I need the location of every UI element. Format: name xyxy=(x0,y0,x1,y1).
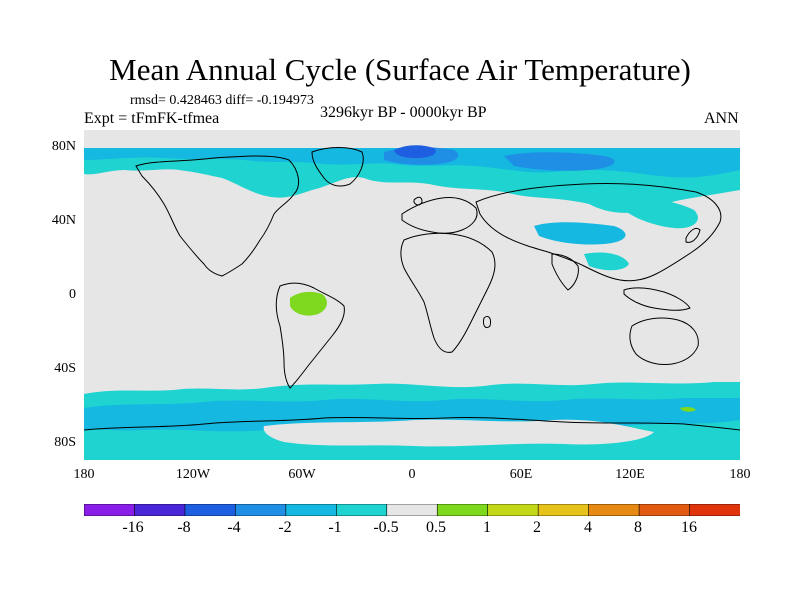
lat-label-80s: 80S xyxy=(54,435,76,450)
colorbar-label: 1 xyxy=(483,519,491,536)
stats-text: rmsd= 0.428463 diff= -0.194973 xyxy=(130,93,314,108)
lat-label-40n: 40N xyxy=(51,213,76,228)
lon-label-60w: 60W xyxy=(288,467,316,482)
colorbar-swatch xyxy=(336,504,388,516)
colorbar-swatch xyxy=(638,504,691,516)
colorbar-label: -8 xyxy=(177,519,191,536)
coastlines xyxy=(84,147,740,431)
colorbar-label: -4 xyxy=(227,519,241,536)
arctic-deep xyxy=(394,145,436,158)
lon-label-120w: 120W xyxy=(175,467,211,482)
temperature-map xyxy=(84,130,740,460)
australia-coast xyxy=(629,317,699,365)
chart-title: Mean Annual Cycle (Surface Air Temperatu… xyxy=(109,52,691,87)
antarctic-neutral xyxy=(263,419,654,447)
colorbar-label: -16 xyxy=(122,519,144,536)
lat-label-eq: 0 xyxy=(69,287,76,302)
colorbar-swatch xyxy=(285,504,338,516)
amazon-warm xyxy=(290,291,327,316)
colorbar-swatch xyxy=(386,504,439,516)
colorbar-label: -2 xyxy=(278,519,292,536)
colorbar-swatch xyxy=(487,504,539,516)
colorbar-label: 16 xyxy=(681,519,697,536)
colorbar-swatch xyxy=(84,504,136,516)
colorbar-label: -1 xyxy=(328,519,342,536)
colorbar-label: 4 xyxy=(584,519,592,536)
colorbar-swatch xyxy=(235,504,287,516)
antarctic-warm-spot xyxy=(680,406,696,412)
europe-coast xyxy=(401,197,478,234)
colorbar-label: 0.5 xyxy=(426,519,446,536)
japan-coast xyxy=(685,227,701,243)
lon-label-180e: 180 xyxy=(729,467,751,482)
southeast-asia-islands xyxy=(623,287,691,311)
asia-coast xyxy=(475,182,722,282)
lon-label-60e: 60E xyxy=(509,467,533,482)
colorbar-swatch xyxy=(689,504,740,516)
lon-label-120e: 120E xyxy=(615,467,645,482)
colorbar-swatch xyxy=(184,504,237,516)
asia-patch xyxy=(534,222,626,245)
colorbar-swatch xyxy=(537,504,590,516)
experiment-label: Expt = tFmFK-tfmea xyxy=(84,110,220,127)
colorbar-label: 2 xyxy=(533,519,541,536)
africa-coast xyxy=(400,232,496,353)
colorbar xyxy=(84,504,740,516)
tibet-patch xyxy=(584,252,629,271)
colorbar-swatch xyxy=(436,504,489,516)
lon-label-0: 0 xyxy=(408,467,416,482)
greenland-coast xyxy=(311,147,364,187)
season-label: ANN xyxy=(704,110,739,127)
colorbar-label: -0.5 xyxy=(373,519,399,536)
lon-label-180w: 180 xyxy=(73,467,95,482)
madagascar-coast xyxy=(483,315,491,329)
asia-patch-2 xyxy=(624,198,698,229)
colorbar-label: 8 xyxy=(634,519,642,536)
colorbar-swatch xyxy=(588,504,640,516)
india-coast xyxy=(551,253,579,291)
south-america-coast xyxy=(275,282,345,389)
colorbar-swatch xyxy=(134,504,186,516)
north-america-coast xyxy=(135,155,300,277)
period-label: 3296kyr BP - 0000kyr BP xyxy=(320,104,487,121)
lat-label-40s: 40S xyxy=(54,361,76,376)
antarctica-coast xyxy=(84,416,740,431)
uk-coast xyxy=(413,196,423,206)
lat-label-80n: 80N xyxy=(51,139,76,154)
siberia-strong xyxy=(504,152,615,171)
